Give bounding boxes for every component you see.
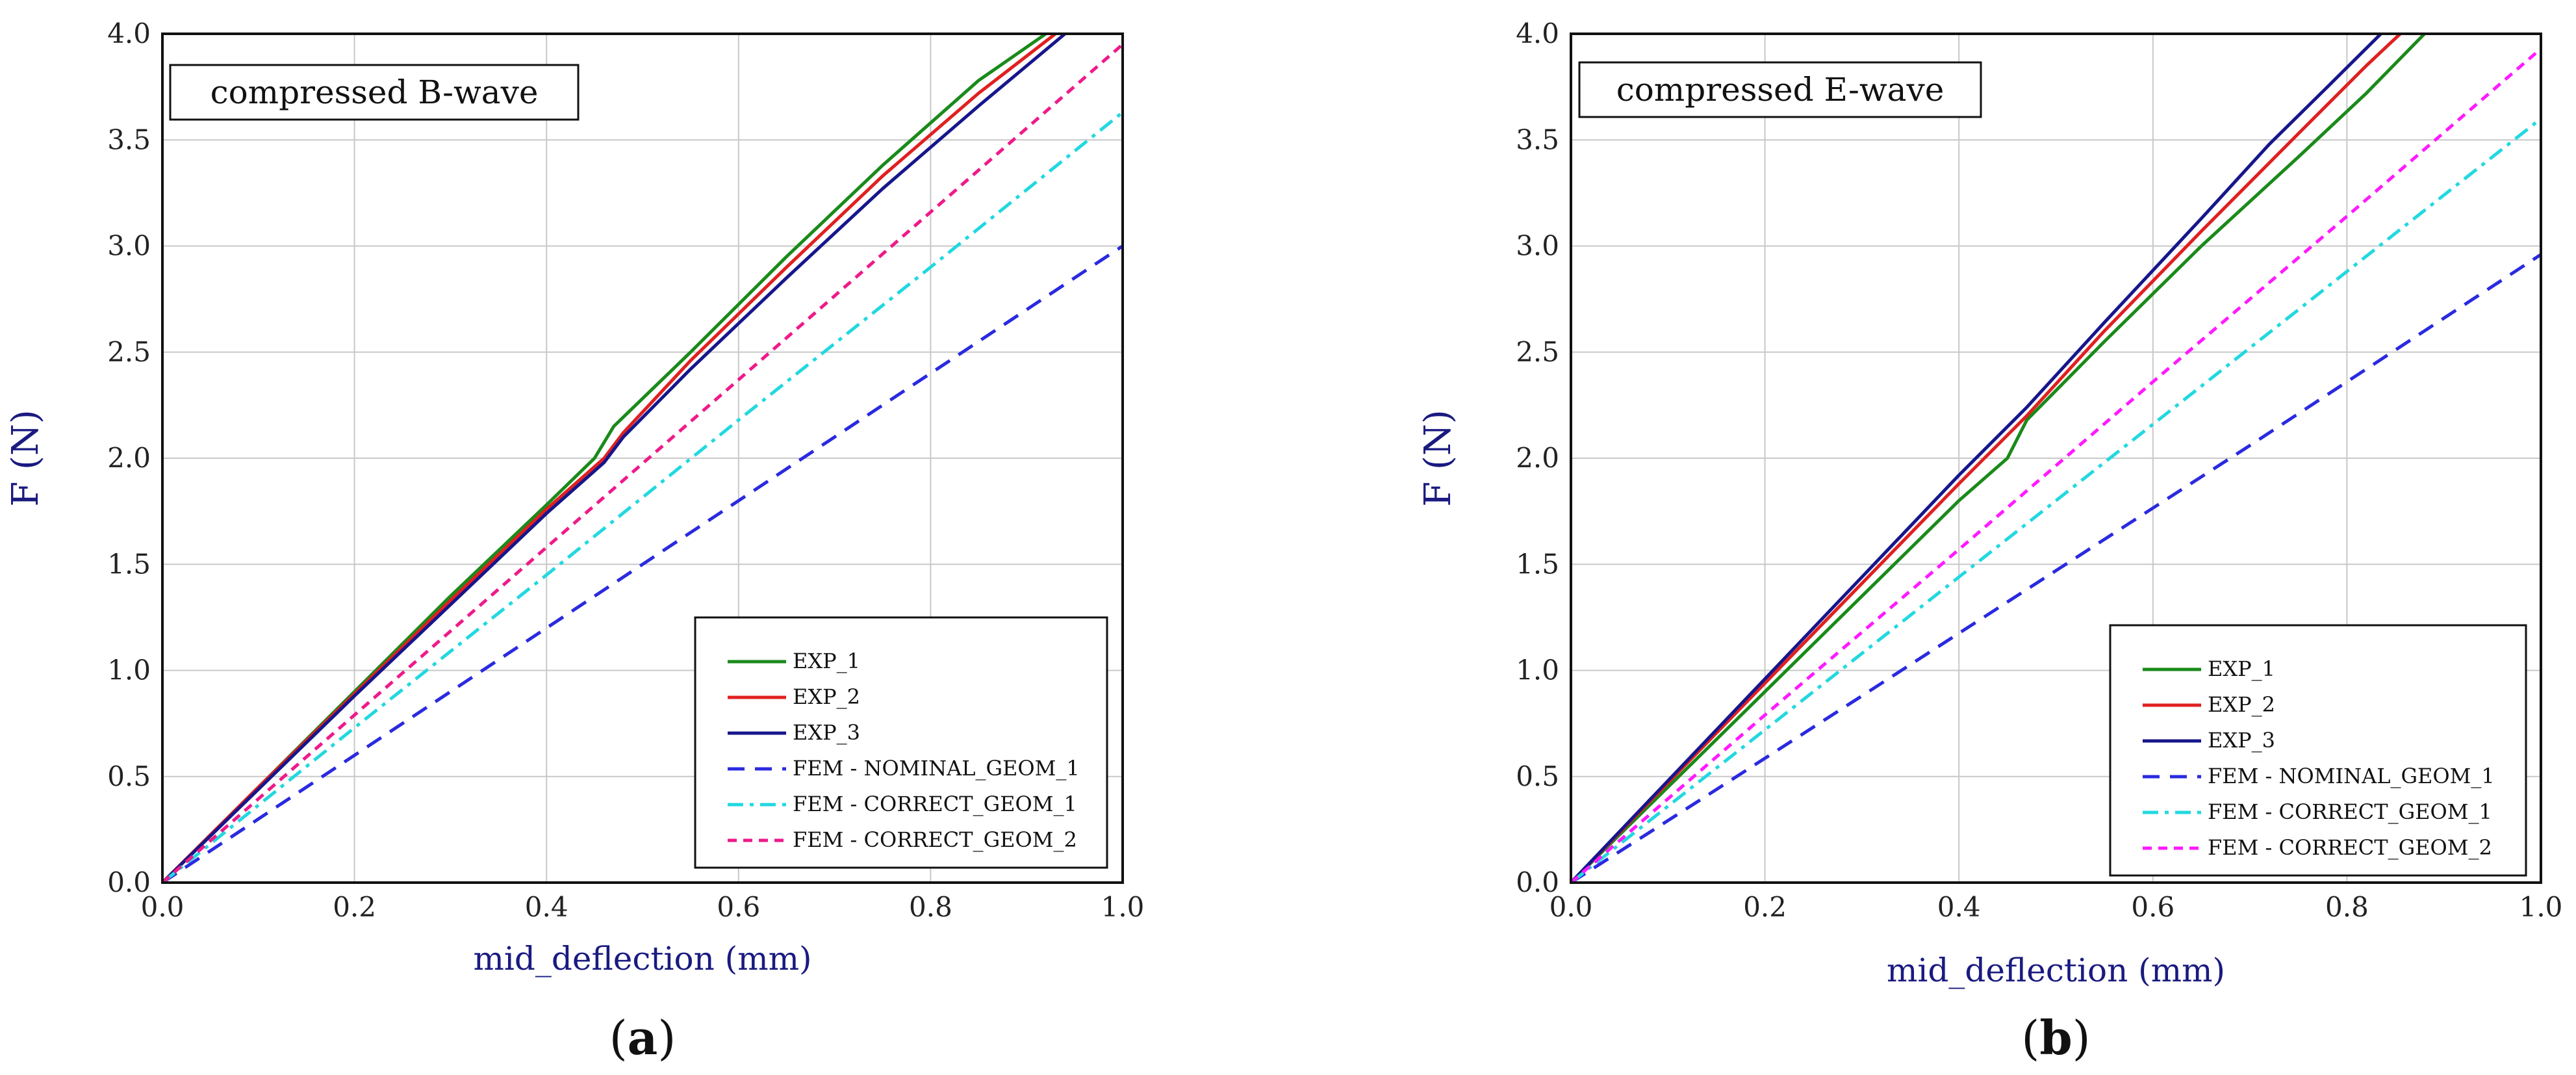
x-tick-label: 0.0 [141,891,185,923]
y-tick-label: 3.5 [107,123,151,155]
y-tick-labels: 0.0 0.5 1.0 1.5 2.0 2.5 3.0 3.5 4.0 [1516,18,1559,898]
legend-entry: FEM - CORRECT_GEOM_1 [728,792,1077,816]
legend-label: EXP_2 [793,684,860,709]
series-line-exp-3 [162,34,1066,883]
panel-label: (b) [2021,1010,2091,1065]
x-axis-label: mid_deflection (mm) [473,940,811,978]
series-line-fem-correct-geom-1 [162,110,1123,883]
legend-entry: EXP_1 [2143,656,2275,681]
legend-entry: FEM - NOMINAL_GEOM_1 [2143,764,2495,788]
series-line-exp-2 [1571,34,2402,883]
series-group [1571,34,2541,883]
chart-panel-b: 0.0 0.2 0.4 0.6 0.8 1.0 0.0 0.5 1.0 1.5 2.0 2.5 3.0… [1417,18,2562,1065]
legend-label: EXP_3 [2208,728,2275,753]
y-tick-label: 3.5 [1516,123,1559,155]
legend: EXP_1 EXP_2 EXP_3 FEM - NOMINAL_GEOM_1 FEM -… [694,616,1108,869]
y-tick-label: 3.0 [107,230,151,262]
legend-entry: FEM - CORRECT_GEOM_2 [728,827,1077,852]
legend-label: FEM - CORRECT_GEOM_1 [2208,799,2492,824]
series-line-fem-nominal-geom-1 [162,244,1123,883]
y-tick-label: 0.5 [1516,760,1559,792]
y-tick-label: 2.5 [107,336,151,368]
chart-title-box: compressed B-wave [169,64,580,121]
x-tick-label: 0.8 [909,891,952,923]
legend-label: FEM - NOMINAL_GEOM_1 [2208,764,2495,788]
series-group [162,34,1123,883]
legend-entries: EXP_1 EXP_2 EXP_3 FEM - NOMINAL_GEOM_1 FEM -… [2143,656,2495,860]
legend-box [2109,624,2527,877]
plot-frame [161,32,1124,884]
series-line-exp-3 [1571,34,2382,883]
x-tick-label: 0.6 [2131,891,2174,923]
y-tick-label: 0.0 [107,866,151,898]
legend-entry: EXP_3 [2143,728,2275,753]
x-tick-label: 0.8 [2325,891,2369,923]
legend-box [694,616,1108,869]
x-tick-label: 0.2 [333,891,376,923]
y-tick-label: 2.5 [1516,336,1559,368]
y-tick-label: 4.0 [1516,18,1559,49]
y-tick-label: 2.0 [1516,442,1559,474]
x-tick-label: 0.0 [1549,891,1593,923]
legend-label: FEM - NOMINAL_GEOM_1 [793,756,1080,781]
plot-frame [1570,32,2542,884]
x-tick-label: 1.0 [1101,891,1145,923]
legend-label: FEM - CORRECT_GEOM_2 [793,827,1077,852]
legend-entry: EXP_2 [728,684,860,709]
chart-title-box: compressed E-wave [1578,61,1982,118]
chart-title: compressed E-wave [1616,71,1945,109]
y-tick-label: 3.0 [1516,230,1559,262]
legend-label: EXP_2 [2208,692,2275,717]
legend-entry: EXP_1 [728,649,860,673]
legend-label: EXP_3 [793,720,860,745]
panel-label: (a) [609,1010,676,1065]
series-line-fem-nominal-geom-1 [1571,253,2541,883]
series-line-fem-correct-geom-1 [1571,117,2541,883]
y-tick-label: 1.5 [107,548,151,580]
y-tick-label: 0.0 [1516,866,1559,898]
series-line-exp-1 [1571,34,2426,883]
chart-panel-a: 0.0 0.2 0.4 0.6 0.8 1.0 0.0 0.5 1.0 1.5 2.0 2.5 3.0… [5,18,1144,1065]
y-tick-label: 4.0 [107,18,151,49]
legend-entries: EXP_1 EXP_2 EXP_3 FEM - NOMINAL_GEOM_1 FEM -… [728,649,1080,852]
x-axis-label: mid_deflection (mm) [1887,952,2225,989]
x-tick-label: 0.4 [525,891,568,923]
y-tick-label: 1.0 [1516,654,1559,686]
legend-entry: FEM - NOMINAL_GEOM_1 [728,756,1080,781]
panel-letter: a [628,1010,658,1065]
legend-entry: EXP_2 [2143,692,2275,717]
y-tick-label: 0.5 [107,760,151,792]
panel-letter: b [2039,1010,2072,1065]
x-tick-label: 0.4 [1937,891,1981,923]
legend-label: FEM - CORRECT_GEOM_1 [793,792,1077,816]
legend-entry: FEM - CORRECT_GEOM_2 [2143,835,2492,860]
y-axis-label: F (N) [1417,409,1459,506]
series-line-fem-correct-geom-2 [162,43,1123,883]
series-line-fem-correct-geom-2 [1571,47,2541,883]
y-tick-label: 1.0 [107,654,151,686]
legend-label: EXP_1 [793,649,860,673]
x-tick-labels: 0.0 0.2 0.4 0.6 0.8 1.0 [141,891,1145,923]
x-tick-labels: 0.0 0.2 0.4 0.6 0.8 1.0 [1549,891,2563,923]
y-tick-label: 2.0 [107,442,151,474]
legend-entry: FEM - CORRECT_GEOM_1 [2143,799,2492,824]
legend-label: FEM - CORRECT_GEOM_2 [2208,835,2492,860]
x-tick-label: 0.6 [717,891,760,923]
legend: EXP_1 EXP_2 EXP_3 FEM - NOMINAL_GEOM_1 FEM -… [2109,624,2527,877]
title-box-border [1578,61,1982,118]
y-tick-labels: 0.0 0.5 1.0 1.5 2.0 2.5 3.0 3.5 4.0 [107,18,151,898]
x-tick-label: 1.0 [2519,891,2563,923]
chart-title: compressed B-wave [210,73,539,111]
x-tick-label: 0.2 [1743,891,1787,923]
legend-label: EXP_1 [2208,656,2275,681]
y-tick-label: 1.5 [1516,548,1559,580]
title-box-border [169,64,580,121]
legend-entry: EXP_3 [728,720,860,745]
y-axis-label: F (N) [5,409,47,506]
